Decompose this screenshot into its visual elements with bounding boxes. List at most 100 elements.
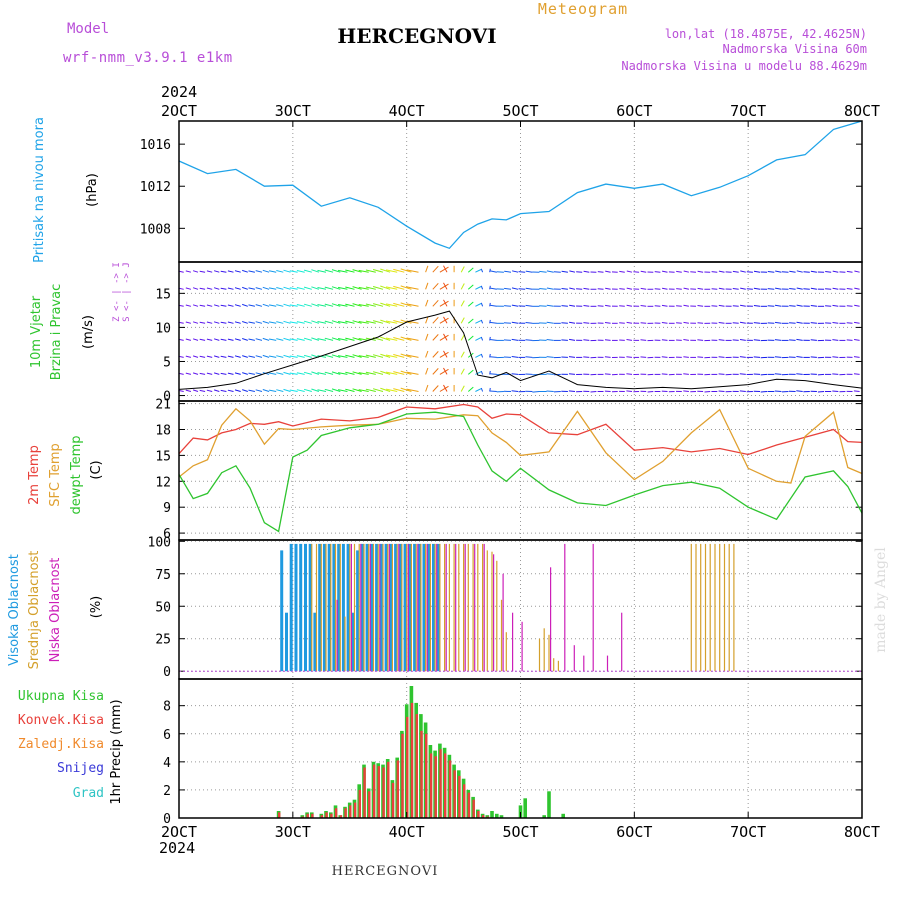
wind-barb [276,304,284,307]
wind-barb [192,270,199,273]
wind-barb [718,339,725,341]
convective-rain-bar [406,716,409,818]
wind-barb [718,373,725,375]
wind-barb [661,373,668,375]
bottom-year-label: 2024 [159,839,195,857]
wind-barb [489,390,497,392]
wind-barb [393,388,405,392]
temp2m-label: 2m Temp [27,445,42,505]
wind-barb [199,304,206,307]
wind-barb [661,339,668,341]
wind-barb [262,354,270,358]
wind-barb [480,268,484,273]
wind-barb [380,319,391,324]
wind-barb [817,373,825,376]
wind-barb [234,321,241,324]
wind-unit: (m/s) [81,315,96,349]
high-cloud-bar [384,543,388,672]
wind-barb [489,373,497,375]
wind-barb [590,391,597,393]
wind-barb [352,337,362,341]
high-cloud-bar [422,543,426,672]
wind-barb [311,269,320,273]
top-date-label: 3OCT [275,102,311,120]
y-tick-label: 4 [163,756,171,771]
wind-barb [662,287,668,290]
wind-barb [583,287,590,290]
wind-barb [475,371,482,375]
wind-barb [331,286,341,290]
wind-barb [704,391,711,393]
wind-barb [324,388,334,392]
wind-barb [511,338,519,341]
wind-barb [489,387,491,392]
wind-barb [640,356,647,358]
wind-barb [269,270,277,273]
wind-barb [393,354,405,358]
wind-barb [255,287,263,290]
convective-rain-bar [463,784,466,818]
wind-barb [296,372,305,375]
convective-rain-bar [477,811,480,818]
dewpt-temp-label: dewpt Temp [69,435,84,514]
wind-barb [683,356,689,358]
wind-barb [561,322,568,324]
wind-barb [825,271,832,273]
wind-barb [676,270,682,273]
wind-barb [331,269,341,273]
wind-barb [503,322,512,324]
y-tick-label: 0 [163,812,171,827]
wind-barb [372,269,384,273]
wind-barb [185,338,192,341]
wind-barb [697,287,704,290]
wind-barb [605,304,611,307]
wind-barb [393,302,405,307]
total-rain-bar [547,791,551,818]
total-rain-bar [561,813,565,818]
top-date-axis: 2OCT 3OCT 4OCT 5OCT 6OCT 7OCT 8OCT [161,102,880,127]
wind-barb [192,304,199,307]
wind-barb [774,339,782,341]
wind-barb [311,303,320,307]
wind-barb [345,388,355,392]
wind-barb [490,304,497,307]
wind-barb [380,285,391,290]
top-date-label: 4OCT [389,102,425,120]
wind-barb [338,372,348,375]
wind-barb [683,339,689,341]
wind-barb [262,320,270,324]
wind-barb [817,391,825,393]
convective-rain-bar [439,749,442,818]
wind-barb [220,355,227,358]
wind-barb [683,321,689,324]
wind-barb [331,388,341,392]
y-tick-label: 5 [163,355,171,370]
wind-barb [324,320,334,324]
high-cloud-bar [365,543,369,672]
wind-barb [400,302,412,307]
wind-barb [248,389,256,392]
wind-barb [283,269,291,273]
wind-barb [796,287,803,290]
wind-barb [718,322,725,324]
wind-barb [289,270,298,273]
wind-barb [825,288,832,290]
high-cloud-bar [351,612,355,672]
wind-barb [269,355,277,358]
wind-barb [262,269,270,273]
wind-barb [489,356,497,358]
top-date-label: 2OCT [161,102,197,120]
wind-barb [569,304,576,307]
wind-barb [192,372,199,375]
bottom-date-label: 5OCT [502,823,538,841]
watermark: made by Angel [873,547,889,653]
wind-barb [213,338,220,341]
wind-barb [358,372,369,375]
pressure-unit: (hPa) [85,173,100,207]
wind-barb [242,338,248,341]
wind-barb [425,333,429,341]
wind-barb [296,338,305,341]
wind-barb [206,304,213,307]
wind-barb [460,385,465,392]
